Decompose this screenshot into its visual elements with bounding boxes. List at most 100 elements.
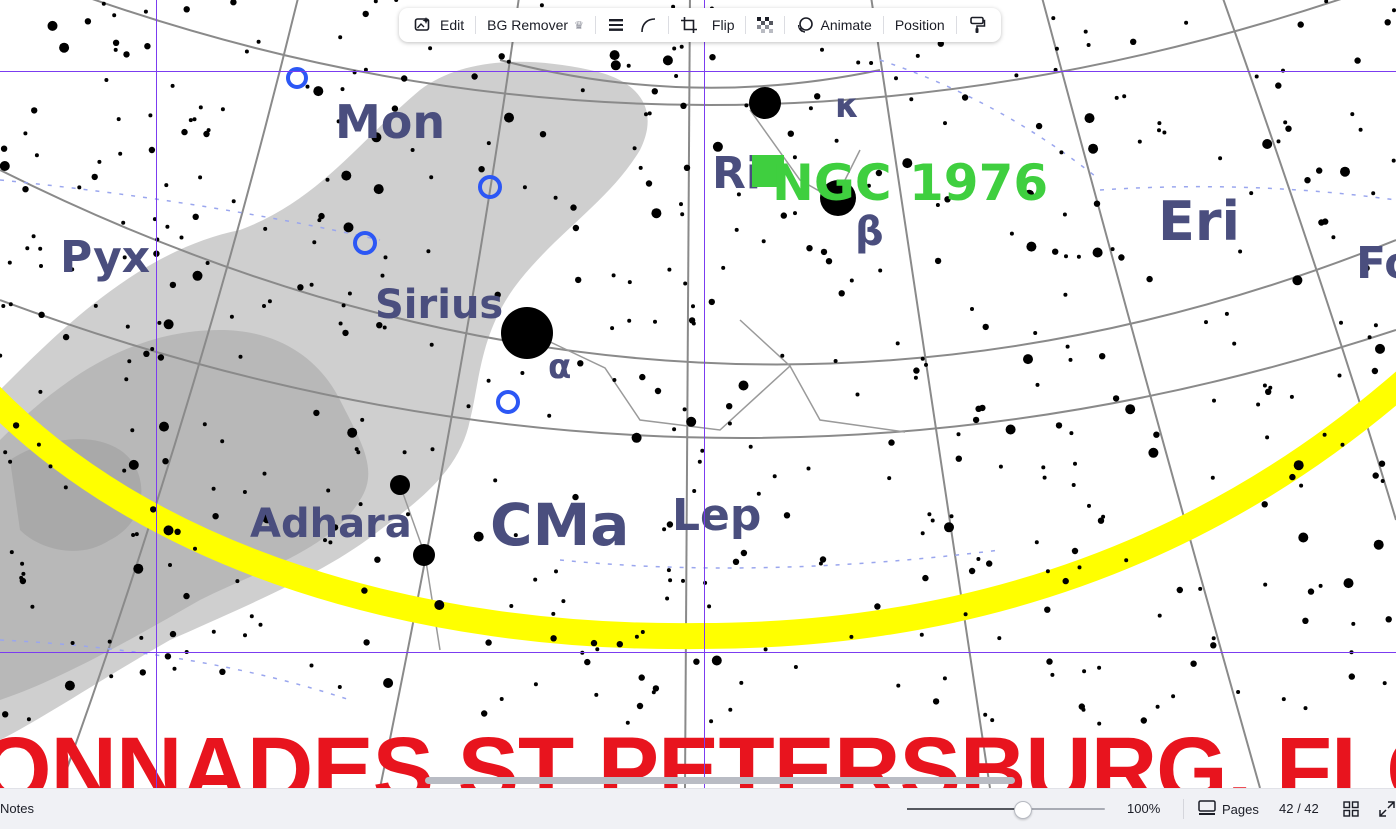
- star-dot: [493, 478, 498, 483]
- star-field: [0, 0, 1396, 726]
- grid-view-button[interactable]: [1343, 801, 1359, 820]
- star-dot: [1371, 191, 1376, 196]
- star-dot: [1065, 344, 1070, 349]
- star-dot: [709, 719, 714, 724]
- star-dot: [128, 459, 139, 470]
- design-canvas[interactable]: Mon Pyx CMa Lep Eri Fo Sirius Adhara α β…: [0, 0, 1396, 788]
- transparency-button[interactable]: [750, 11, 780, 39]
- guide-line-vertical-left[interactable]: [156, 0, 157, 788]
- star-dot: [1087, 503, 1091, 508]
- star-dot: [1055, 422, 1063, 429]
- star-dot: [97, 159, 102, 164]
- star-dot: [895, 341, 900, 346]
- star-dot: [25, 246, 30, 251]
- star-dot: [59, 42, 70, 53]
- star-chart-image[interactable]: Mon Pyx CMa Lep Eri Fo Sirius Adhara α β…: [0, 0, 1396, 788]
- star-dot: [107, 639, 112, 644]
- star-dot: [1009, 231, 1014, 236]
- star-dot: [572, 493, 579, 501]
- star-dot: [1224, 311, 1229, 316]
- star-dot: [553, 195, 558, 200]
- coordinate-grid: [0, 0, 1396, 788]
- star-dot: [1114, 95, 1119, 100]
- star-dot: [30, 604, 35, 609]
- horizontal-scrollbar[interactable]: [425, 777, 1015, 784]
- star-dot: [1153, 431, 1160, 438]
- edit-button[interactable]: Edit: [407, 11, 471, 39]
- star-dot: [309, 282, 314, 287]
- star-dot: [62, 333, 70, 341]
- star-dot: [671, 4, 676, 9]
- star-dot: [471, 73, 478, 80]
- star-dot: [819, 556, 827, 563]
- corner-rounding-button[interactable]: [632, 11, 664, 39]
- zoom-percentage[interactable]: 100%: [1127, 801, 1161, 816]
- position-button[interactable]: Position: [888, 11, 952, 39]
- star-dot: [756, 491, 761, 496]
- flip-button[interactable]: Flip: [705, 11, 742, 39]
- star-dot: [875, 169, 883, 177]
- star-dot: [683, 164, 691, 171]
- star-dot: [391, 105, 399, 112]
- fullscreen-button[interactable]: [1379, 801, 1395, 820]
- star-dot: [780, 353, 785, 358]
- star-dot: [744, 103, 749, 108]
- star-dot: [672, 427, 677, 432]
- star-dot: [919, 632, 924, 637]
- star-dot: [667, 267, 672, 272]
- star-dot: [163, 319, 174, 330]
- star-dot: [143, 9, 148, 14]
- star-dot: [575, 276, 582, 284]
- star-dot: [1146, 275, 1153, 283]
- star-dot: [21, 571, 26, 576]
- star-dot: [1034, 540, 1039, 545]
- pages-button[interactable]: Pages: [1198, 797, 1259, 821]
- star-dot: [927, 512, 932, 517]
- border-style-button[interactable]: [600, 11, 632, 39]
- guide-line-horizontal-top[interactable]: [0, 71, 1396, 72]
- star-dot: [341, 170, 352, 181]
- crop-icon: [680, 16, 698, 34]
- bottom-status-bar: Notes 100% Pages 42 / 42: [0, 788, 1396, 829]
- star-dot: [341, 303, 346, 308]
- star-dot: [894, 76, 898, 81]
- star-dot: [806, 466, 811, 471]
- star-dot: [920, 356, 925, 361]
- star-dot: [426, 249, 431, 254]
- star-dot: [1050, 672, 1055, 677]
- notes-button[interactable]: Notes: [0, 801, 34, 816]
- zoom-slider[interactable]: [907, 801, 1105, 819]
- guide-line-vertical-center[interactable]: [704, 0, 705, 788]
- star-dot: [1046, 658, 1053, 665]
- star-dot: [318, 212, 325, 220]
- crop-button[interactable]: [673, 11, 705, 39]
- star-dot: [982, 323, 989, 331]
- copy-style-button[interactable]: [961, 11, 993, 39]
- star-dot: [547, 413, 552, 418]
- star-dot: [721, 265, 726, 270]
- star-dot: [825, 258, 833, 265]
- zoom-slider-thumb[interactable]: [1013, 801, 1032, 819]
- star-dot: [93, 303, 98, 308]
- boundary-lines: [0, 59, 1396, 701]
- star-dot: [262, 304, 266, 308]
- star-dot: [820, 47, 824, 52]
- star-dot: [644, 112, 648, 117]
- star-dot: [152, 217, 157, 222]
- star-dot: [1299, 483, 1304, 488]
- star-dot: [382, 325, 387, 330]
- bg-remover-button[interactable]: BG Remover ♛: [480, 11, 591, 39]
- star-dot: [1045, 569, 1050, 574]
- star-dot: [651, 88, 658, 95]
- star-dot: [793, 665, 798, 669]
- star-dot: [1275, 82, 1282, 89]
- star-dot: [963, 612, 968, 617]
- star-dot: [22, 186, 29, 193]
- animate-button[interactable]: Animate: [789, 11, 878, 39]
- guide-line-horizontal-bottom[interactable]: [0, 652, 1396, 653]
- star-dot: [8, 459, 13, 464]
- star-dot: [1099, 353, 1106, 360]
- wezen-star: [413, 544, 435, 566]
- star-dot: [38, 311, 45, 318]
- star-dot: [242, 490, 247, 494]
